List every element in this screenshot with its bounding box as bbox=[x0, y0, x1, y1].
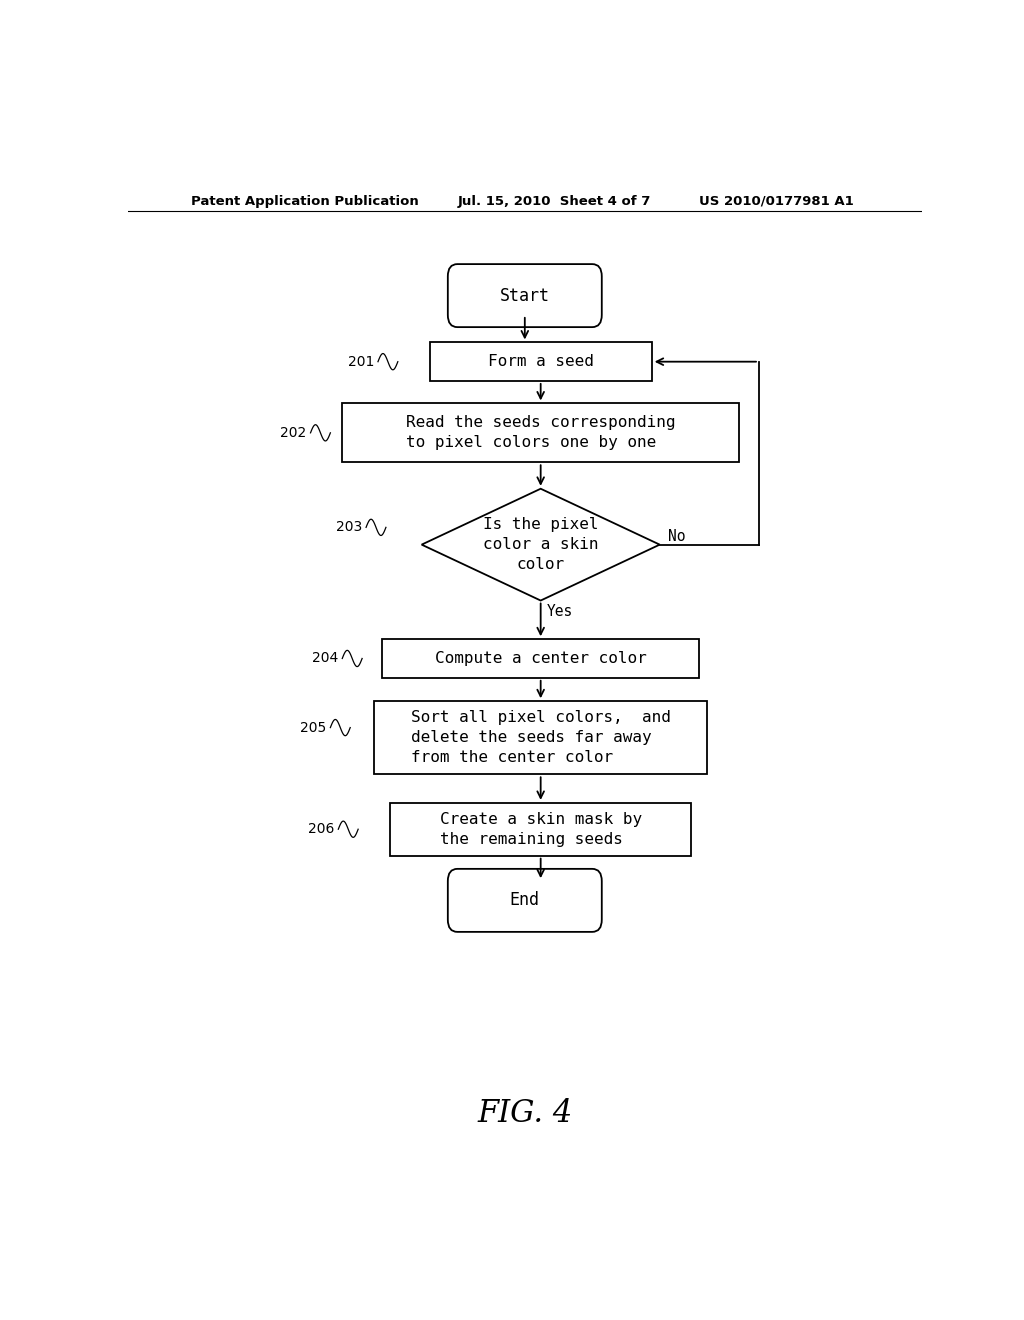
Text: FIG. 4: FIG. 4 bbox=[477, 1098, 572, 1130]
Text: 204: 204 bbox=[312, 652, 338, 665]
Bar bbox=[342, 404, 739, 462]
Text: Compute a center color: Compute a center color bbox=[435, 651, 646, 667]
Text: Sort all pixel colors,  and
delete the seeds far away
from the center color: Sort all pixel colors, and delete the se… bbox=[411, 710, 671, 766]
Text: US 2010/0177981 A1: US 2010/0177981 A1 bbox=[699, 194, 854, 207]
Text: 201: 201 bbox=[347, 355, 374, 368]
Text: Yes: Yes bbox=[547, 603, 573, 619]
Text: Is the pixel
color a skin
color: Is the pixel color a skin color bbox=[483, 517, 598, 572]
Bar bbox=[382, 639, 699, 677]
Text: No: No bbox=[668, 529, 685, 544]
FancyBboxPatch shape bbox=[447, 869, 602, 932]
Text: Jul. 15, 2010  Sheet 4 of 7: Jul. 15, 2010 Sheet 4 of 7 bbox=[458, 194, 650, 207]
Polygon shape bbox=[422, 488, 659, 601]
Text: Form a seed: Form a seed bbox=[487, 354, 594, 370]
Text: 206: 206 bbox=[308, 822, 334, 837]
Text: Start: Start bbox=[500, 286, 550, 305]
FancyBboxPatch shape bbox=[447, 264, 602, 327]
Text: Patent Application Publication: Patent Application Publication bbox=[191, 194, 419, 207]
Text: End: End bbox=[510, 891, 540, 909]
Text: Create a skin mask by
the remaining seeds: Create a skin mask by the remaining seed… bbox=[439, 812, 642, 846]
Text: 205: 205 bbox=[300, 721, 327, 735]
Bar bbox=[374, 701, 708, 775]
Text: 203: 203 bbox=[336, 520, 362, 535]
Text: 202: 202 bbox=[281, 426, 306, 440]
Text: Read the seeds corresponding
to pixel colors one by one: Read the seeds corresponding to pixel co… bbox=[406, 416, 676, 450]
Bar bbox=[430, 342, 652, 381]
Bar bbox=[390, 803, 691, 855]
